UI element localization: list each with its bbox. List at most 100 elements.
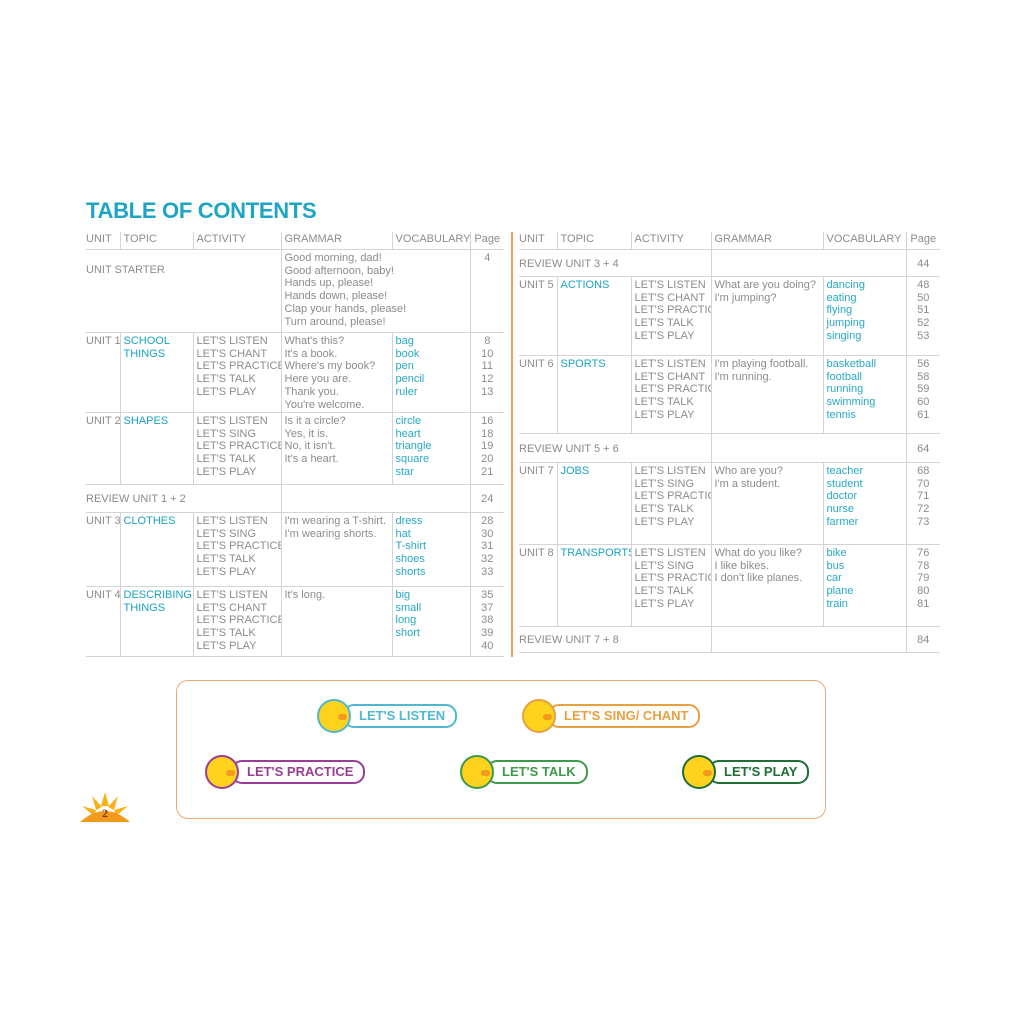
review-row: REVIEW UNIT 7 + 8 84 [519, 626, 940, 653]
page-number: 53 [917, 329, 930, 342]
page-number: 80 [917, 585, 930, 598]
activity-line: LET'S TALK [196, 373, 256, 386]
grammar-line: What are you doing? [714, 279, 817, 291]
activity-line: LET'S LISTEN [196, 589, 268, 601]
topic-cell: ACTIONS [556, 276, 631, 356]
activity-line: LET'S PRACTICE [634, 572, 712, 585]
vocabulary-word: bike [826, 547, 847, 559]
toc-table-left: UNIT TOPIC ACTIVITY GRAMMAR VOCABULARY Page UN… [86, 232, 504, 657]
unit-row: UNIT 4 DESCRIBING THINGS LET'S LISTEN LET'S … [86, 586, 504, 657]
page-number: 70 [917, 477, 930, 490]
column-header: TOPIC [119, 232, 193, 250]
unit-row: UNIT 6 SPORTS LET'S LISTEN LET'S CHANT LET'S… [519, 355, 940, 434]
page-cell: 56 58 59 60 61 [905, 355, 940, 434]
legend-badge: LET'S LISTEN [317, 699, 458, 733]
vocabulary-cell: basketball football running swimming tennis [822, 355, 906, 434]
two-ducks-icon [460, 755, 494, 789]
activity-line: LET'S CHANT [196, 347, 268, 360]
unit-row: UNIT 8 TRANSPORTS LET'S LISTEN LET'S SING LE… [519, 544, 940, 627]
topic-line: SPORTS [560, 358, 606, 370]
page-cell: 28 30 31 32 33 [469, 512, 504, 587]
vocabulary-word: teacher [826, 465, 864, 477]
vocabulary-word: basketball [826, 358, 877, 370]
topic-cell: JOBS [556, 462, 631, 545]
page-number: 44 [917, 257, 930, 270]
vocabulary-word: train [826, 597, 848, 610]
vocabulary-word: short [395, 627, 420, 640]
activity-line: LET'S TALK [634, 396, 694, 409]
page-cell: 48 50 51 52 53 [905, 276, 940, 356]
grammar-line: Clap your hands, please! [284, 302, 407, 315]
page-number: 78 [917, 559, 930, 572]
vocabulary-word: student [826, 477, 863, 490]
vocabulary-word: swimming [826, 396, 876, 409]
unit-label: UNIT 2 [86, 412, 120, 485]
topic-cell: CLOTHES [119, 512, 193, 587]
legend-badge: LET'S SING/ CHANT [522, 699, 701, 733]
page-cell: 76 78 79 80 81 [905, 544, 940, 627]
column-header: GRAMMAR [280, 232, 392, 250]
grammar-line: You're welcome. [284, 398, 365, 411]
page-number: 18 [481, 427, 494, 440]
legend-badge: LET'S TALK [460, 755, 588, 789]
page-number: 68 [917, 465, 930, 477]
activity-line: LET'S TALK [196, 627, 256, 640]
activity-line: LET'S TALK [634, 317, 694, 330]
vocabulary-cell: dancing eating flying jumping singing [822, 276, 906, 356]
activity-line: LET'S SING [634, 559, 695, 572]
unit-label: UNIT 5 [519, 276, 557, 356]
activity-line: LET'S LISTEN [634, 279, 706, 291]
page-number: 16 [481, 415, 494, 427]
activity-line: LET'S SING [196, 527, 257, 540]
topic-cell: SHAPES [119, 412, 193, 485]
vocabulary-word: dancing [826, 279, 866, 291]
table-header-row: UNIT TOPIC ACTIVITY GRAMMAR VOCABULARY Page [519, 232, 940, 250]
unit-label: UNIT 1 [86, 332, 120, 413]
legend-label: LET'S LISTEN [343, 704, 458, 728]
grammar-cell [710, 433, 906, 463]
topic-cell: DESCRIBING THINGS [119, 586, 193, 657]
page-cell: 16 18 19 20 21 [469, 412, 504, 485]
topic-line: JOBS [560, 465, 590, 477]
review-label: REVIEW UNIT 5 + 6 [519, 433, 711, 463]
vocabulary-word: dress [395, 515, 423, 527]
vocabulary-word: ruler [395, 385, 418, 398]
grammar-line: Good afternoon, baby! [284, 264, 394, 277]
page-number: 50 [917, 291, 930, 304]
vocabulary-word: big [395, 589, 411, 601]
vocabulary-word: T-shirt [395, 540, 427, 553]
activity-line: LET'S PRACTICE [634, 383, 712, 396]
grammar-line: I'm wearing shorts. [284, 527, 377, 540]
grammar-cell: Is it a circle? Yes, it is. No, it isn't. I… [280, 412, 392, 485]
unit-row: UNIT 1 SCHOOL THINGS LET'S LISTEN LET'S CHAN… [86, 332, 504, 413]
page-number: 40 [481, 639, 494, 652]
topic-line: DESCRIBING [123, 589, 192, 601]
duck-microphone-icon [522, 699, 556, 733]
activity-line: LET'S CHANT [634, 370, 706, 383]
grammar-line: I'm jumping? [714, 291, 777, 304]
page-number: 72 [917, 503, 930, 516]
grammar-cell: What do you like? I like bikes. I don't li… [710, 544, 823, 627]
legend-label: LET'S SING/ CHANT [548, 704, 701, 728]
column-header: VOCABULARY [391, 232, 470, 250]
activity-line: LET'S PLAY [196, 639, 257, 652]
activity-line: LET'S SING [196, 427, 257, 440]
page-number: 61 [917, 408, 930, 421]
page-number: 2 [102, 806, 108, 820]
column-header: Page [905, 232, 940, 250]
vocabulary-word: pencil [395, 373, 425, 386]
vocabulary-word: doctor [826, 490, 858, 503]
grammar-cell [710, 249, 906, 277]
vocabulary-word: football [826, 370, 862, 383]
grammar-cell: It's long. [280, 586, 392, 657]
grammar-cell: I'm wearing a T-shirt. I'm wearing shorts… [280, 512, 392, 587]
legend-label: LET'S TALK [486, 760, 588, 784]
topic-line: SHAPES [123, 415, 169, 427]
activity-line: LET'S LISTEN [634, 358, 706, 370]
vocabulary-cell: teacher student doctor nurse farmer [822, 462, 906, 545]
